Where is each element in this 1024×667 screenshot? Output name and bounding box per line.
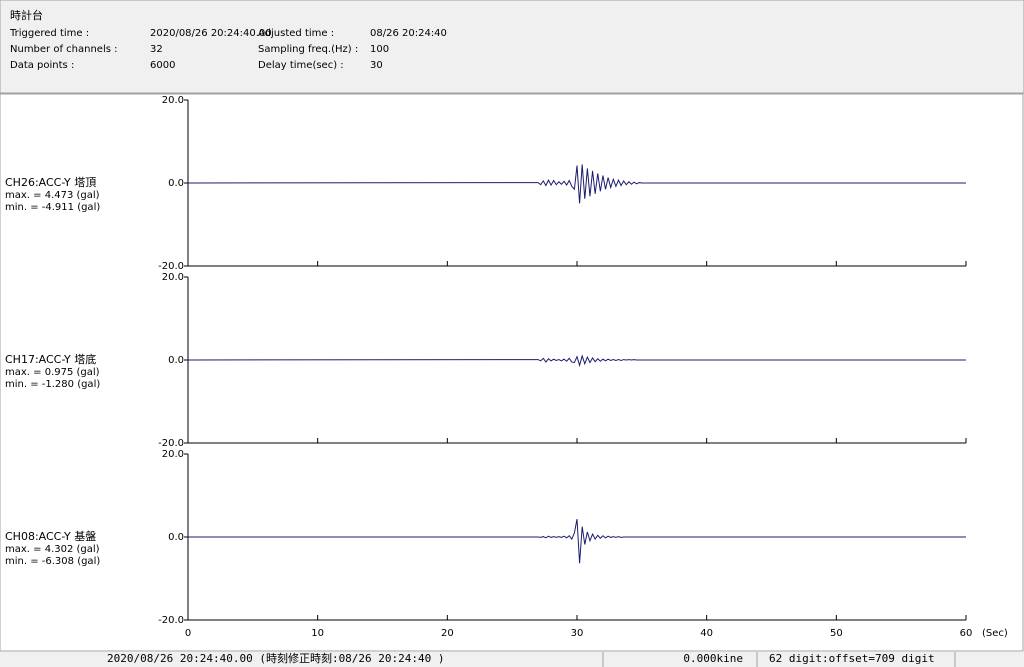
y-tick-label: 0.0 (168, 178, 184, 189)
waveform (187, 164, 966, 204)
min-label: min. = -4.911 (gal) (5, 202, 100, 213)
field-label: Data points : (10, 60, 74, 71)
status-velocity: 0.000kine (683, 652, 743, 665)
field-value: 100 (370, 44, 389, 55)
field-label: Delay time(sec) : (258, 60, 344, 71)
x-tick-label: 50 (830, 628, 843, 639)
status-time: 2020/08/26 20:24:40.00 (時刻修正時刻:08/26 20:… (107, 651, 445, 665)
header-title: 時計台 (10, 8, 43, 22)
status-bar (0, 652, 1024, 667)
min-label: min. = -6.308 (gal) (5, 556, 100, 567)
max-label: max. = 4.302 (gal) (5, 544, 100, 555)
x-tick-label: 40 (700, 628, 713, 639)
waveform (187, 354, 966, 368)
y-tick-label: 20.0 (162, 272, 184, 283)
x-tick-label: 60 (960, 628, 973, 639)
channel-label: CH08:ACC-Y 基盤 (5, 530, 96, 543)
field-label: Number of channels : (10, 44, 118, 55)
field-label: Sampling freq.(Hz) : (258, 44, 358, 55)
field-value: 6000 (150, 60, 175, 71)
field-label: Adjusted time : (258, 28, 334, 39)
status-digit: 62 digit:offset=709 digit (769, 652, 935, 665)
min-label: min. = -1.280 (gal) (5, 379, 100, 390)
x-tick-label: 10 (311, 628, 324, 639)
channel-label: CH17:ACC-Y 塔底 (5, 352, 96, 366)
y-tick-label: -20.0 (158, 261, 184, 272)
field-label: Triggered time : (9, 28, 89, 39)
y-tick-label: 0.0 (168, 355, 184, 366)
y-tick-label: 20.0 (162, 95, 184, 106)
x-axis-label: (Sec) (982, 628, 1008, 639)
field-value: 32 (150, 44, 163, 55)
plot-panel (0, 93, 1024, 652)
y-tick-label: 20.0 (162, 449, 184, 460)
y-tick-label: 0.0 (168, 532, 184, 543)
field-value: 30 (370, 60, 383, 71)
x-tick-label: 0 (185, 628, 191, 639)
channel-label: CH26:ACC-Y 塔頂 (5, 176, 96, 189)
y-tick-label: -20.0 (158, 615, 184, 626)
field-value: 08/26 20:24:40 (370, 28, 447, 39)
x-tick-label: 30 (571, 628, 584, 639)
waveform (188, 519, 966, 564)
max-label: max. = 4.473 (gal) (5, 190, 100, 201)
max-label: max. = 0.975 (gal) (5, 367, 100, 378)
field-value: 2020/08/26 20:24:40.00 (150, 28, 272, 39)
header-panel (0, 0, 1024, 94)
y-tick-label: -20.0 (158, 438, 184, 449)
x-tick-label: 20 (441, 628, 454, 639)
